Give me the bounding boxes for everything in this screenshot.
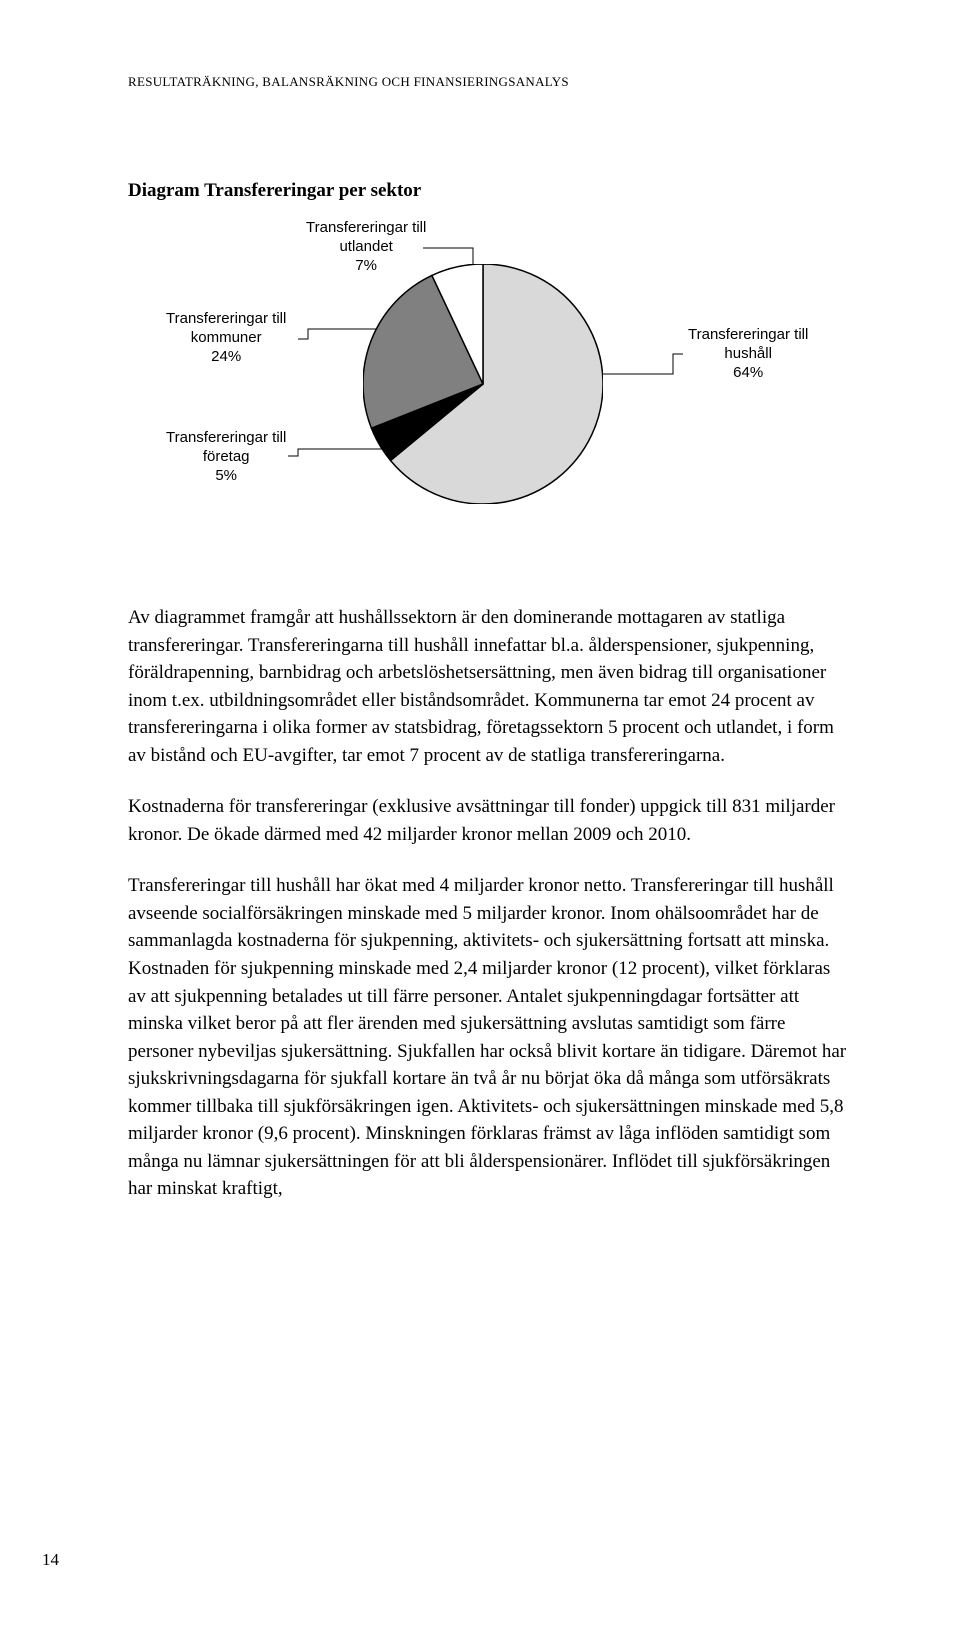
pie-chart-area: Transfereringar till utlandet 7% Transfe… [128,234,848,534]
pie-label-hushall: Transfereringar till hushåll 64% [688,326,808,382]
pie-label-kommuner: Transfereringar till kommuner 24% [166,310,286,366]
paragraph-3: Transfereringar till hushåll har ökat me… [128,872,850,1203]
paragraph-1: Av diagrammet framgår att hushållssektor… [128,604,850,769]
pie-label-utlandet: Transfereringar till utlandet 7% [306,219,426,275]
pie-label-foretag: Transfereringar till företag 5% [166,429,286,485]
body-text: Av diagrammet framgår att hushållssektor… [128,604,850,1203]
page-number: 14 [42,1550,59,1570]
pie-chart [363,264,603,504]
diagram-title: Diagram Transfereringar per sektor [128,180,850,202]
page-header: RESULTATRÄKNING, BALANSRÄKNING OCH FINAN… [128,74,850,90]
paragraph-2: Kostnaderna för transfereringar (exklusi… [128,793,850,848]
